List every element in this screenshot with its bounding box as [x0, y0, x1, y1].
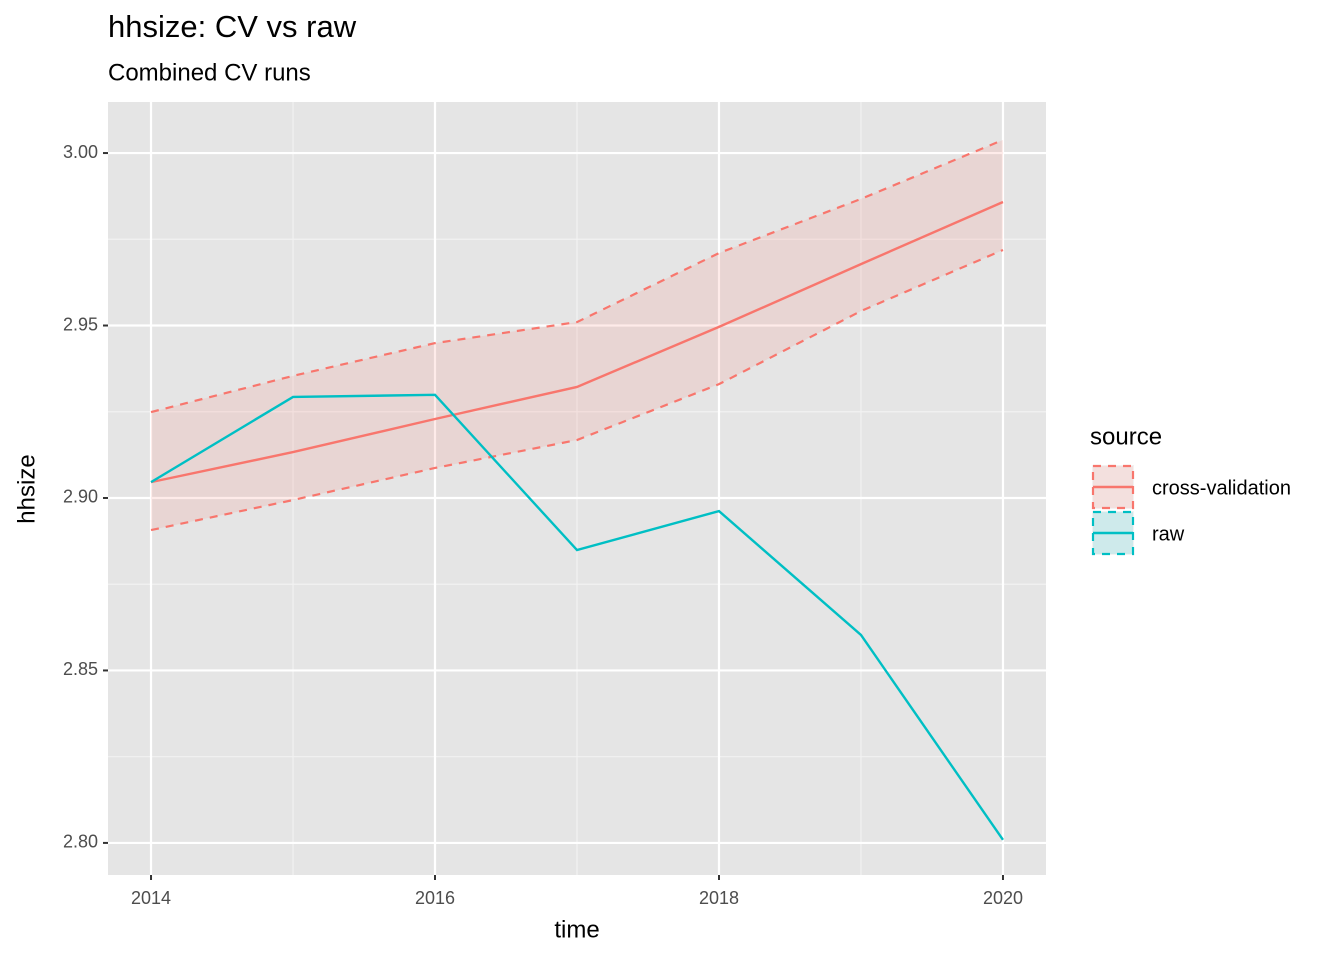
legend-label: cross-validation	[1152, 477, 1291, 499]
legend-label: raw	[1152, 523, 1185, 545]
y-tick-label: 2.90	[63, 487, 98, 507]
x-tick-label: 2020	[983, 888, 1023, 908]
line	[150, 393, 1004, 841]
x-tick-label: 2014	[131, 888, 171, 908]
line	[150, 200, 1004, 484]
chart-title: hhsize: CV vs raw	[108, 9, 357, 44]
y-axis-title: hhsize	[13, 454, 40, 523]
x-tick-label: 2018	[699, 888, 739, 908]
x-axis-title: time	[554, 916, 599, 943]
y-tick-label: 2.80	[63, 832, 98, 852]
y-tick-label: 2.95	[63, 314, 98, 334]
legend-title: source	[1090, 423, 1162, 450]
x-tick-label: 2016	[415, 888, 455, 908]
y-tick-label: 2.85	[63, 659, 98, 679]
bound-line	[150, 138, 1004, 414]
bound-line	[150, 248, 1004, 532]
y-tick-label: 3.00	[63, 142, 98, 162]
ribbon	[151, 139, 1003, 531]
chart-subtitle: Combined CV runs	[108, 59, 311, 86]
